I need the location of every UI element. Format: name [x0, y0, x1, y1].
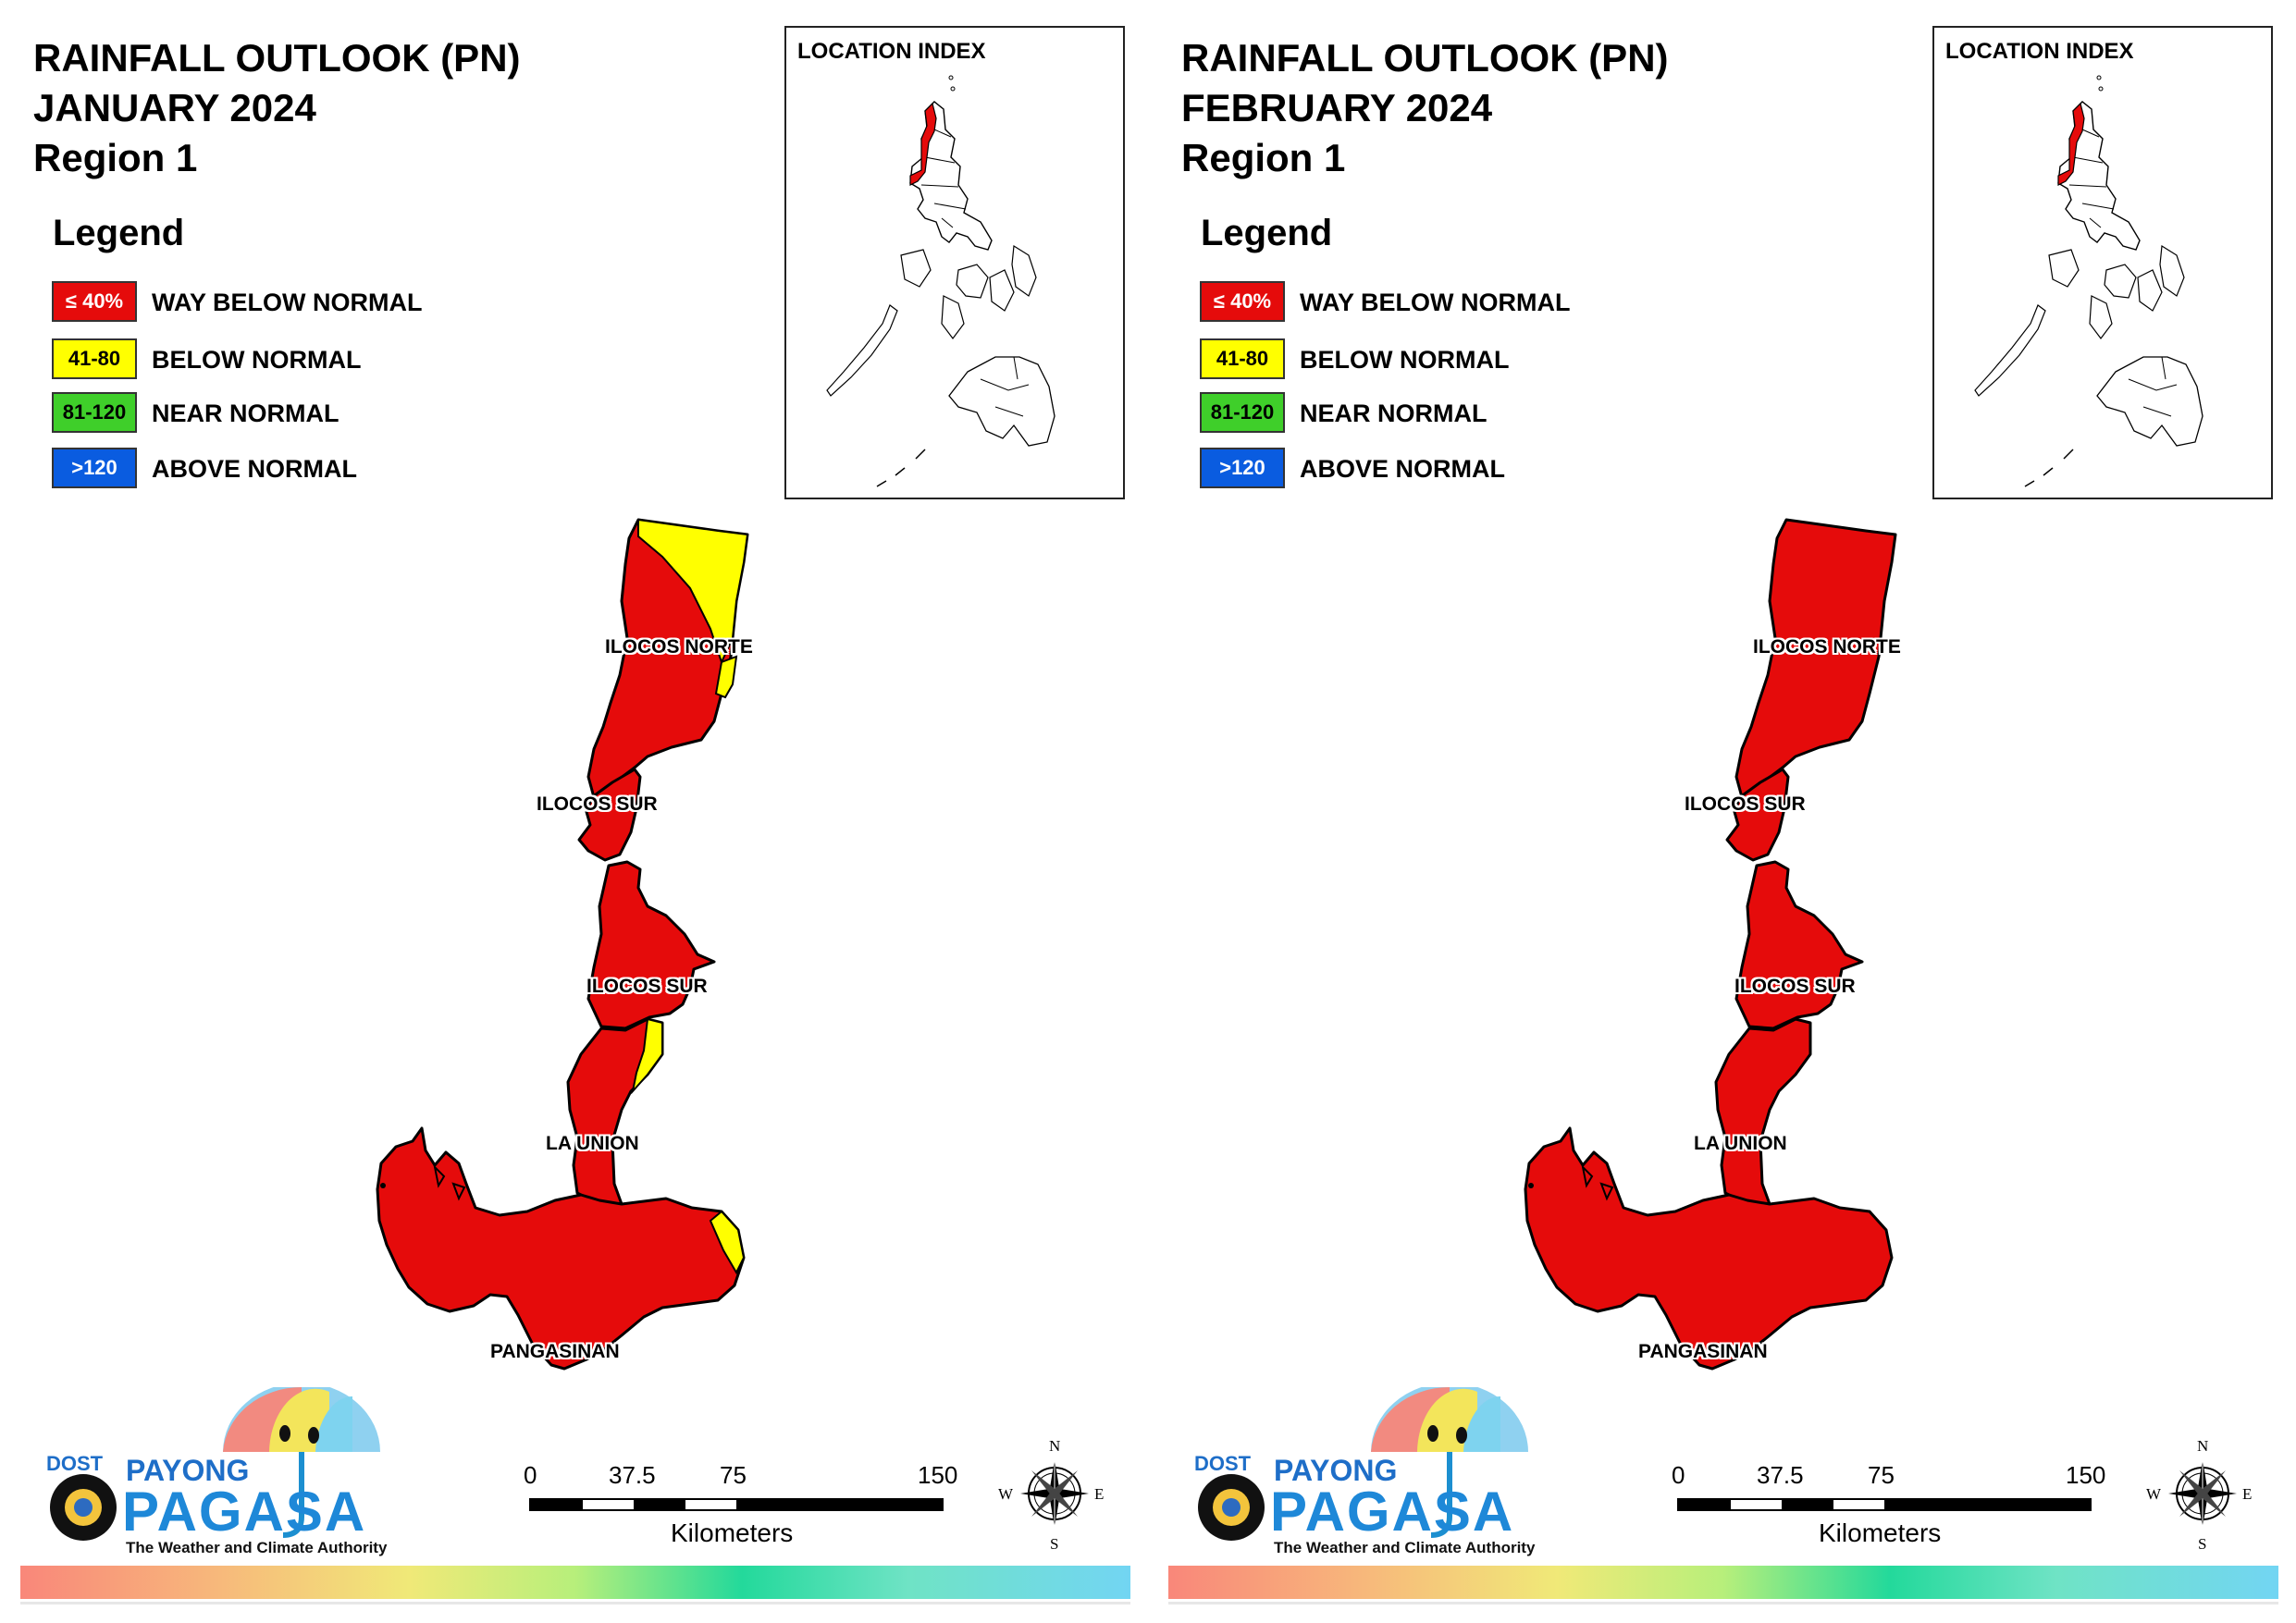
payong-text: PAYONG: [126, 1454, 250, 1487]
province-label: ILOCOS SUR: [1685, 793, 1806, 815]
tagline-text: The Weather and Climate Authority: [126, 1539, 388, 1556]
scale-tick: 0: [1672, 1461, 1685, 1489]
philippines-index-map: [826, 75, 1055, 487]
province-label: ILOCOS SUR: [537, 793, 658, 815]
map-title: RAINFALL OUTLOOK (PN) FEBRUARY 2024 Regi…: [1181, 33, 1669, 183]
province-ilocos-sur-lower: [586, 860, 716, 1030]
compass-w: W: [2146, 1485, 2162, 1503]
province-ilocos-sur-upper: [1725, 768, 1790, 862]
title-line-3: Region 1: [1181, 136, 1346, 179]
legend-label: BELOW NORMAL: [152, 346, 362, 374]
legend-label: NEAR NORMAL: [1300, 400, 1487, 427]
legend-title: Legend: [1201, 213, 1333, 253]
pagasa-text: PAGASA: [1270, 1481, 1515, 1543]
scale-tick: 75: [720, 1461, 747, 1489]
title-line-2: JANUARY 2024: [33, 86, 316, 129]
footer-divider: [1168, 1602, 2278, 1605]
province-ilocos-norte: [1734, 518, 1897, 799]
province-label: ILOCOS SUR: [586, 976, 708, 997]
location-index-title: LOCATION INDEX: [797, 39, 986, 64]
scale-bar: 0 37.5 75 150 Kilometers: [1666, 1461, 2110, 1554]
compass-n: N: [1049, 1437, 1061, 1455]
compass-e: E: [1094, 1485, 1105, 1503]
location-index-title: LOCATION INDEX: [1945, 39, 2134, 64]
legend-label: NEAR NORMAL: [152, 400, 339, 427]
title-line-1: RAINFALL OUTLOOK (PN): [33, 36, 521, 80]
footer-color-band: [1168, 1566, 2278, 1599]
compass-n: N: [2197, 1437, 2209, 1455]
scale-tick: 75: [1868, 1461, 1895, 1489]
payong-text: PAYONG: [1274, 1454, 1398, 1487]
compass-rose-icon: [2168, 1459, 2237, 1528]
legend-title: Legend: [53, 213, 185, 253]
footer-divider: [20, 1602, 1130, 1605]
region-1-map: [376, 518, 749, 1371]
legend-label: ABOVE NORMAL: [152, 455, 357, 483]
location-index: LOCATION INDEX: [1932, 26, 2273, 499]
scale-tick: 150: [918, 1461, 958, 1489]
legend-swatch: >120: [52, 448, 137, 488]
map-title: RAINFALL OUTLOOK (PN) JANUARY 2024 Regio…: [33, 33, 521, 183]
scale-unit: Kilometers: [671, 1518, 794, 1547]
outlook-panel-january: RAINFALL OUTLOOK (PN) JANUARY 2024 Regio…: [20, 26, 1130, 1605]
province-label: PANGASINAN: [490, 1341, 620, 1362]
scale-unit: Kilometers: [1819, 1518, 1942, 1547]
pagasa-text: PAGASA: [122, 1481, 367, 1543]
title-line-2: FEBRUARY 2024: [1181, 86, 1493, 129]
legend-label: ABOVE NORMAL: [1300, 455, 1505, 483]
province-label: PANGASINAN: [1638, 1341, 1768, 1362]
below-normal-zones: [631, 518, 749, 1275]
north-arrow: N S E W: [2146, 1437, 2253, 1553]
north-arrow: N S E W: [998, 1437, 1105, 1553]
scale-bar: 0 37.5 75 150 Kilometers: [518, 1461, 962, 1554]
scale-bar-graphic: [1677, 1498, 2092, 1511]
outlook-panel-february: RAINFALL OUTLOOK (PN) FEBRUARY 2024 Regi…: [1148, 0, 2296, 1623]
compass-rose-icon: [1020, 1459, 1089, 1528]
compass-e: E: [2242, 1485, 2253, 1503]
province-label: ILOCOS NORTE: [605, 636, 753, 658]
province-label: ILOCOS NORTE: [1753, 636, 1901, 658]
legend-swatch: 41-80: [52, 338, 137, 379]
scale-tick: 150: [2066, 1461, 2106, 1489]
payong-pagasa-logo: DOST PAYONG PAGASA The Weather and Clima…: [1181, 1383, 1536, 1572]
title-line-3: Region 1: [33, 136, 198, 179]
philippines-index-map: [1974, 75, 2203, 487]
legend-swatch: ≤ 40%: [1200, 281, 1285, 322]
scale-bar-graphic: [529, 1498, 944, 1511]
dost-text: DOST: [46, 1452, 104, 1475]
province-ilocos-sur-lower: [1734, 860, 1864, 1030]
legend-label: BELOW NORMAL: [1300, 346, 1510, 374]
title-line-1: RAINFALL OUTLOOK (PN): [1181, 36, 1669, 80]
umbrella-icon: [1198, 1383, 1528, 1541]
dost-text: DOST: [1194, 1452, 1252, 1475]
province-label: ILOCOS SUR: [1734, 976, 1856, 997]
province-la-union: [1714, 1017, 1812, 1206]
region-1-map: [1524, 518, 1897, 1371]
province-ilocos-sur-upper: [577, 768, 642, 862]
location-index: LOCATION INDEX: [784, 26, 1125, 499]
province-pangasinan: [1524, 1126, 1894, 1371]
payong-pagasa-logo: DOST PAYONG PAGASA The Weather and Clima…: [33, 1383, 388, 1572]
legend-label: WAY BELOW NORMAL: [1300, 289, 1571, 316]
compass-s: S: [1050, 1535, 1059, 1553]
tagline-text: The Weather and Climate Authority: [1274, 1539, 1536, 1556]
legend-swatch: 81-120: [52, 392, 137, 433]
legend-swatch: 81-120: [1200, 392, 1285, 433]
scale-tick: 37.5: [609, 1461, 656, 1489]
legend-label: WAY BELOW NORMAL: [152, 289, 423, 316]
province-label: LA UNION: [1694, 1133, 1787, 1154]
compass-w: W: [998, 1485, 1014, 1503]
province-pangasinan: [376, 1126, 746, 1371]
scale-tick: 37.5: [1757, 1461, 1804, 1489]
footer-color-band: [20, 1566, 1130, 1599]
scale-tick: 0: [524, 1461, 537, 1489]
province-label: LA UNION: [546, 1133, 639, 1154]
legend-swatch: >120: [1200, 448, 1285, 488]
umbrella-icon: [50, 1383, 380, 1541]
legend-swatch: 41-80: [1200, 338, 1285, 379]
compass-s: S: [2198, 1535, 2207, 1553]
legend-swatch: ≤ 40%: [52, 281, 137, 322]
